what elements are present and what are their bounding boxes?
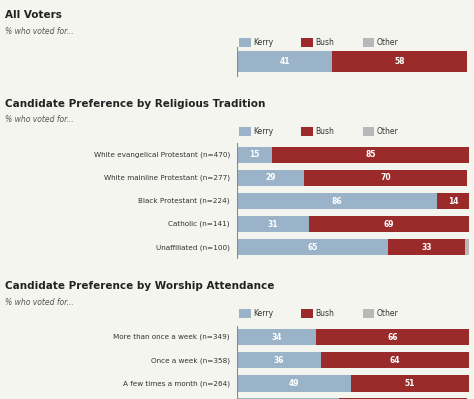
Text: 64: 64	[390, 356, 400, 365]
Text: 14: 14	[448, 197, 458, 205]
Text: All Voters: All Voters	[5, 10, 62, 20]
Text: 33: 33	[421, 243, 431, 252]
Text: A few times a month (n=264): A few times a month (n=264)	[123, 380, 230, 387]
Text: More than once a week (n=349): More than once a week (n=349)	[113, 334, 230, 340]
Text: 49: 49	[289, 379, 299, 388]
Text: Other: Other	[377, 38, 399, 47]
Bar	[237, 352, 320, 368]
Text: Candidate Preference by Religious Tradition: Candidate Preference by Religious Tradit…	[5, 99, 265, 109]
Bar	[316, 329, 469, 345]
Text: 51: 51	[405, 379, 415, 388]
Bar	[388, 239, 465, 255]
Text: Kerry: Kerry	[254, 127, 273, 136]
Text: % who voted for...: % who voted for...	[5, 27, 73, 36]
Text: Candidate Preference by Worship Attendance: Candidate Preference by Worship Attendan…	[5, 281, 274, 291]
Bar	[237, 375, 351, 391]
Text: White mainline Protestant (n=277): White mainline Protestant (n=277)	[104, 175, 230, 181]
Bar	[237, 239, 388, 255]
Text: 85: 85	[365, 150, 376, 159]
Text: 29: 29	[265, 174, 276, 182]
Bar	[272, 147, 469, 163]
Text: 86: 86	[331, 197, 342, 205]
Bar	[351, 375, 469, 391]
Bar	[332, 51, 467, 72]
Text: 34: 34	[271, 333, 282, 342]
Bar	[237, 216, 309, 232]
Text: Other: Other	[377, 309, 399, 318]
Bar	[437, 193, 469, 209]
Text: Once a week (n=358): Once a week (n=358)	[151, 357, 230, 363]
Text: Kerry: Kerry	[254, 38, 273, 47]
Text: % who voted for...: % who voted for...	[5, 298, 73, 307]
Text: % who voted for...: % who voted for...	[5, 115, 73, 124]
Text: Bush: Bush	[315, 127, 334, 136]
Text: 65: 65	[307, 243, 318, 252]
Bar	[320, 352, 469, 368]
Text: Bush: Bush	[315, 38, 334, 47]
Text: 15: 15	[249, 150, 260, 159]
Text: 69: 69	[384, 220, 394, 229]
Text: Kerry: Kerry	[254, 309, 273, 318]
Bar	[309, 216, 469, 232]
Text: Other: Other	[377, 127, 399, 136]
Bar	[237, 147, 272, 163]
Text: Black Protestant (n=224): Black Protestant (n=224)	[138, 198, 230, 204]
Text: 36: 36	[273, 356, 284, 365]
Text: Unaffiliated (n=100): Unaffiliated (n=100)	[156, 244, 230, 251]
Bar	[237, 193, 437, 209]
Text: 58: 58	[394, 57, 405, 66]
Text: 31: 31	[268, 220, 278, 229]
Text: 70: 70	[380, 174, 391, 182]
Text: White evangelical Protestant (n=470): White evangelical Protestant (n=470)	[94, 152, 230, 158]
Bar	[465, 239, 469, 255]
Text: 41: 41	[279, 57, 290, 66]
Text: 66: 66	[387, 333, 398, 342]
Bar	[237, 51, 332, 72]
Bar	[304, 170, 467, 186]
Bar	[237, 170, 304, 186]
Text: Catholic (n=141): Catholic (n=141)	[168, 221, 230, 227]
Text: Bush: Bush	[315, 309, 334, 318]
Bar	[237, 329, 316, 345]
